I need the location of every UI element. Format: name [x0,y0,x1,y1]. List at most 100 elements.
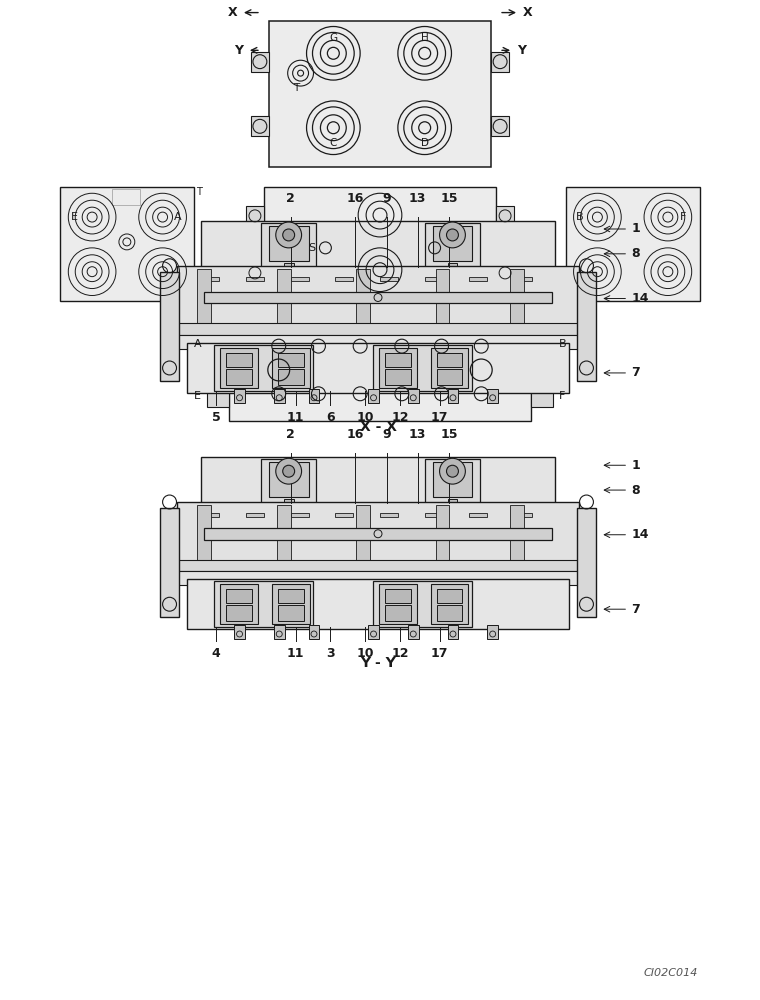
Bar [226,369,252,385]
Bar [178,505,578,515]
Text: 16: 16 [347,428,364,441]
Bar [577,508,597,617]
Bar [385,369,410,385]
Bar [470,513,487,517]
Text: 9: 9 [382,428,391,441]
Circle shape [276,222,302,248]
Bar [234,625,245,639]
Bar [60,187,195,301]
Bar [201,513,219,517]
Text: F: F [679,212,686,222]
Text: Y: Y [234,44,243,57]
Text: X: X [523,6,533,19]
Bar [207,385,229,407]
Bar [425,277,442,281]
Text: T: T [196,187,202,197]
Text: T: T [293,83,299,93]
Bar [229,319,531,421]
Bar [385,605,410,621]
Bar [356,505,370,560]
Text: 2: 2 [287,428,295,441]
Bar [178,571,578,585]
Bar [277,589,303,603]
Bar [269,462,309,497]
Bar [531,333,553,355]
Text: E: E [195,391,201,401]
Bar [448,389,458,403]
Circle shape [447,465,458,477]
Text: B: B [576,212,584,222]
Text: 12: 12 [391,411,409,424]
Bar [436,605,462,621]
Text: X - X: X - X [359,420,397,434]
Circle shape [276,458,302,484]
Bar [272,584,309,624]
Bar [188,343,568,393]
Bar [178,335,578,349]
Bar [385,353,410,367]
Text: 3: 3 [326,647,334,660]
Bar [226,605,252,621]
Circle shape [447,229,458,241]
Circle shape [283,229,295,241]
Text: 10: 10 [356,647,374,660]
Bar [309,389,319,403]
Bar [432,226,472,261]
Bar [226,353,252,367]
Text: A: A [194,339,201,349]
Bar [436,369,462,385]
Bar [251,116,269,136]
Text: 11: 11 [287,647,304,660]
Bar [198,505,211,560]
Bar [435,269,449,323]
Bar [379,584,416,624]
Bar [246,277,264,281]
Bar [577,272,597,381]
Bar [246,263,264,283]
Bar [425,459,480,503]
Bar [380,513,398,517]
Text: 1: 1 [631,222,640,235]
Bar [198,269,211,323]
Bar [283,499,293,507]
Bar [385,589,410,603]
Bar [261,223,316,267]
Text: 12: 12 [391,647,409,660]
Bar [214,345,313,391]
Bar [436,353,462,367]
Text: 17: 17 [431,411,448,424]
Bar [178,269,578,279]
Bar [160,272,179,381]
Bar [246,206,264,226]
Bar [491,116,509,136]
Text: 8: 8 [631,247,640,260]
Text: 13: 13 [409,192,426,205]
Text: A: A [174,212,182,222]
Text: 6: 6 [326,411,334,424]
Bar [356,269,370,323]
Bar [496,206,514,226]
Bar [514,277,532,281]
Bar [277,353,303,367]
Bar [431,348,468,388]
Bar [408,625,419,639]
Bar [408,389,419,403]
Bar [487,625,498,639]
Bar [201,457,555,507]
Circle shape [439,222,465,248]
Bar [496,263,514,283]
Bar [277,269,290,323]
Bar [220,348,258,388]
Text: 11: 11 [287,411,304,424]
Bar [531,385,553,407]
Bar [160,508,179,617]
Text: 7: 7 [631,603,640,616]
Text: C: C [330,138,337,148]
Text: 7: 7 [631,366,640,379]
Bar [204,292,552,303]
Text: G: G [329,33,337,43]
Bar [290,277,309,281]
Bar [264,187,496,301]
Bar [188,579,568,629]
Bar [214,581,313,627]
